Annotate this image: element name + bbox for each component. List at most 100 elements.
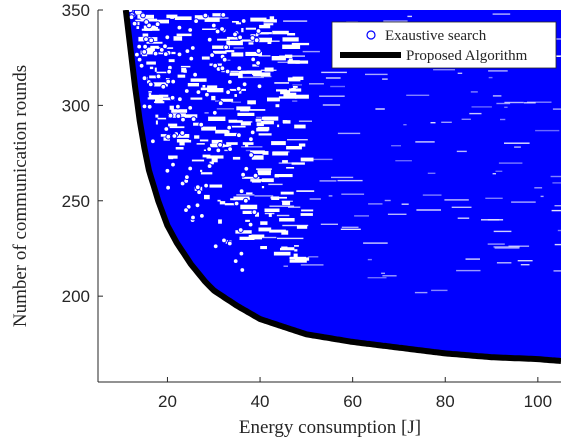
scatter-gap [220, 98, 234, 102]
scatter-gap [296, 225, 308, 229]
scatter-point [147, 81, 154, 88]
scatter-gap [308, 256, 319, 258]
scatter-gap [272, 30, 289, 35]
scatter-gap [504, 106, 508, 108]
scatter-gap [148, 93, 152, 97]
scatter-gap [187, 83, 199, 87]
scatter-point [194, 184, 201, 191]
scatter-point [165, 78, 172, 85]
scatter-point [138, 62, 145, 69]
scatter-point [158, 47, 165, 53]
scatter-gap [261, 186, 265, 189]
scatter-gap [451, 206, 472, 208]
scatter-gap [149, 75, 161, 79]
scatter-gap [416, 209, 441, 211]
scatter-gap [260, 69, 277, 71]
scatter-point [220, 12, 227, 18]
scatter-gap [271, 141, 286, 146]
scatter-point [248, 136, 254, 143]
scatter-gap [498, 162, 523, 164]
scatter-gap [431, 289, 448, 292]
scatter-gap [328, 195, 333, 197]
scatter-point [236, 132, 242, 139]
scatter-gap [183, 114, 198, 118]
scatter-point [183, 88, 190, 94]
scatter-gap [407, 15, 412, 18]
scatter-gap [200, 172, 213, 175]
scatter-point [251, 209, 258, 216]
scatter-gap [264, 212, 275, 215]
scatter-gap [279, 218, 295, 222]
scatter-gap [309, 198, 321, 200]
scatter-gap [221, 144, 232, 147]
scatter-gap [171, 109, 188, 113]
scatter-point [164, 167, 171, 174]
scatter-gap [365, 73, 388, 76]
x-tick-label: 80 [436, 392, 455, 411]
scatter-gap [367, 258, 372, 261]
scatter-gap [166, 14, 178, 19]
scatter-gap [557, 229, 561, 232]
scatter-point [204, 91, 210, 98]
scatter-gap [282, 44, 301, 49]
scatter-gap [242, 176, 260, 179]
scatter-point [237, 34, 244, 41]
scatter-gap [251, 180, 261, 183]
scatter-gap [363, 242, 388, 244]
scatter-gap [487, 243, 505, 245]
scatter-point [237, 227, 244, 233]
scatter-gap [209, 161, 214, 165]
scatter-point [175, 113, 182, 119]
scatter-point [162, 51, 169, 57]
scatter-gap [250, 150, 265, 154]
scatter-point [148, 37, 155, 44]
scatter-gap [258, 55, 271, 57]
scatter-gap [218, 219, 222, 224]
scatter-gap [457, 217, 470, 219]
scatter-point [176, 51, 183, 58]
scatter-gap [175, 134, 190, 138]
scatter-gap [190, 97, 203, 100]
scatter-point [214, 28, 221, 35]
scatter-gap [152, 82, 168, 87]
scatter-gap [427, 172, 436, 174]
scatter-gap [403, 124, 407, 126]
scatter-gap [191, 159, 205, 162]
scatter-gap [375, 108, 385, 110]
scatter-gap [155, 98, 163, 102]
scatter-point [233, 200, 240, 207]
scatter-point [170, 78, 177, 85]
scatter-gap [523, 102, 536, 104]
scatter-gap [292, 100, 298, 102]
scatter-gap [135, 19, 144, 22]
scatter-point [196, 189, 203, 196]
scatter-point [136, 43, 143, 50]
scatter-gap [534, 187, 543, 189]
scatter-gap [211, 158, 218, 163]
scatter-gap [169, 126, 185, 129]
scatter-gap [280, 90, 291, 95]
scatter-gap [137, 22, 140, 26]
scatter-gap [263, 116, 279, 121]
scatter-gap [224, 203, 237, 206]
scatter-gap [155, 120, 158, 125]
scatter-gap [146, 61, 156, 65]
scatter-gap [204, 194, 210, 200]
scatter-point [163, 126, 170, 132]
scatter-gap [550, 175, 561, 178]
scatter-gap [180, 65, 191, 68]
scatter-gap [217, 199, 221, 202]
scatter-gap [193, 122, 204, 126]
scatter-gap [456, 150, 467, 153]
scatter-gap [142, 33, 149, 37]
scatter-gap [554, 243, 561, 246]
scatter-point [165, 184, 172, 191]
scatter-gap [200, 87, 217, 91]
scatter-gap [252, 64, 260, 67]
scatter-gap [177, 74, 186, 78]
scatter-point [160, 83, 167, 90]
scatter-gap [228, 120, 243, 123]
scatter-gap [249, 236, 277, 239]
scatter-gap [135, 12, 144, 15]
